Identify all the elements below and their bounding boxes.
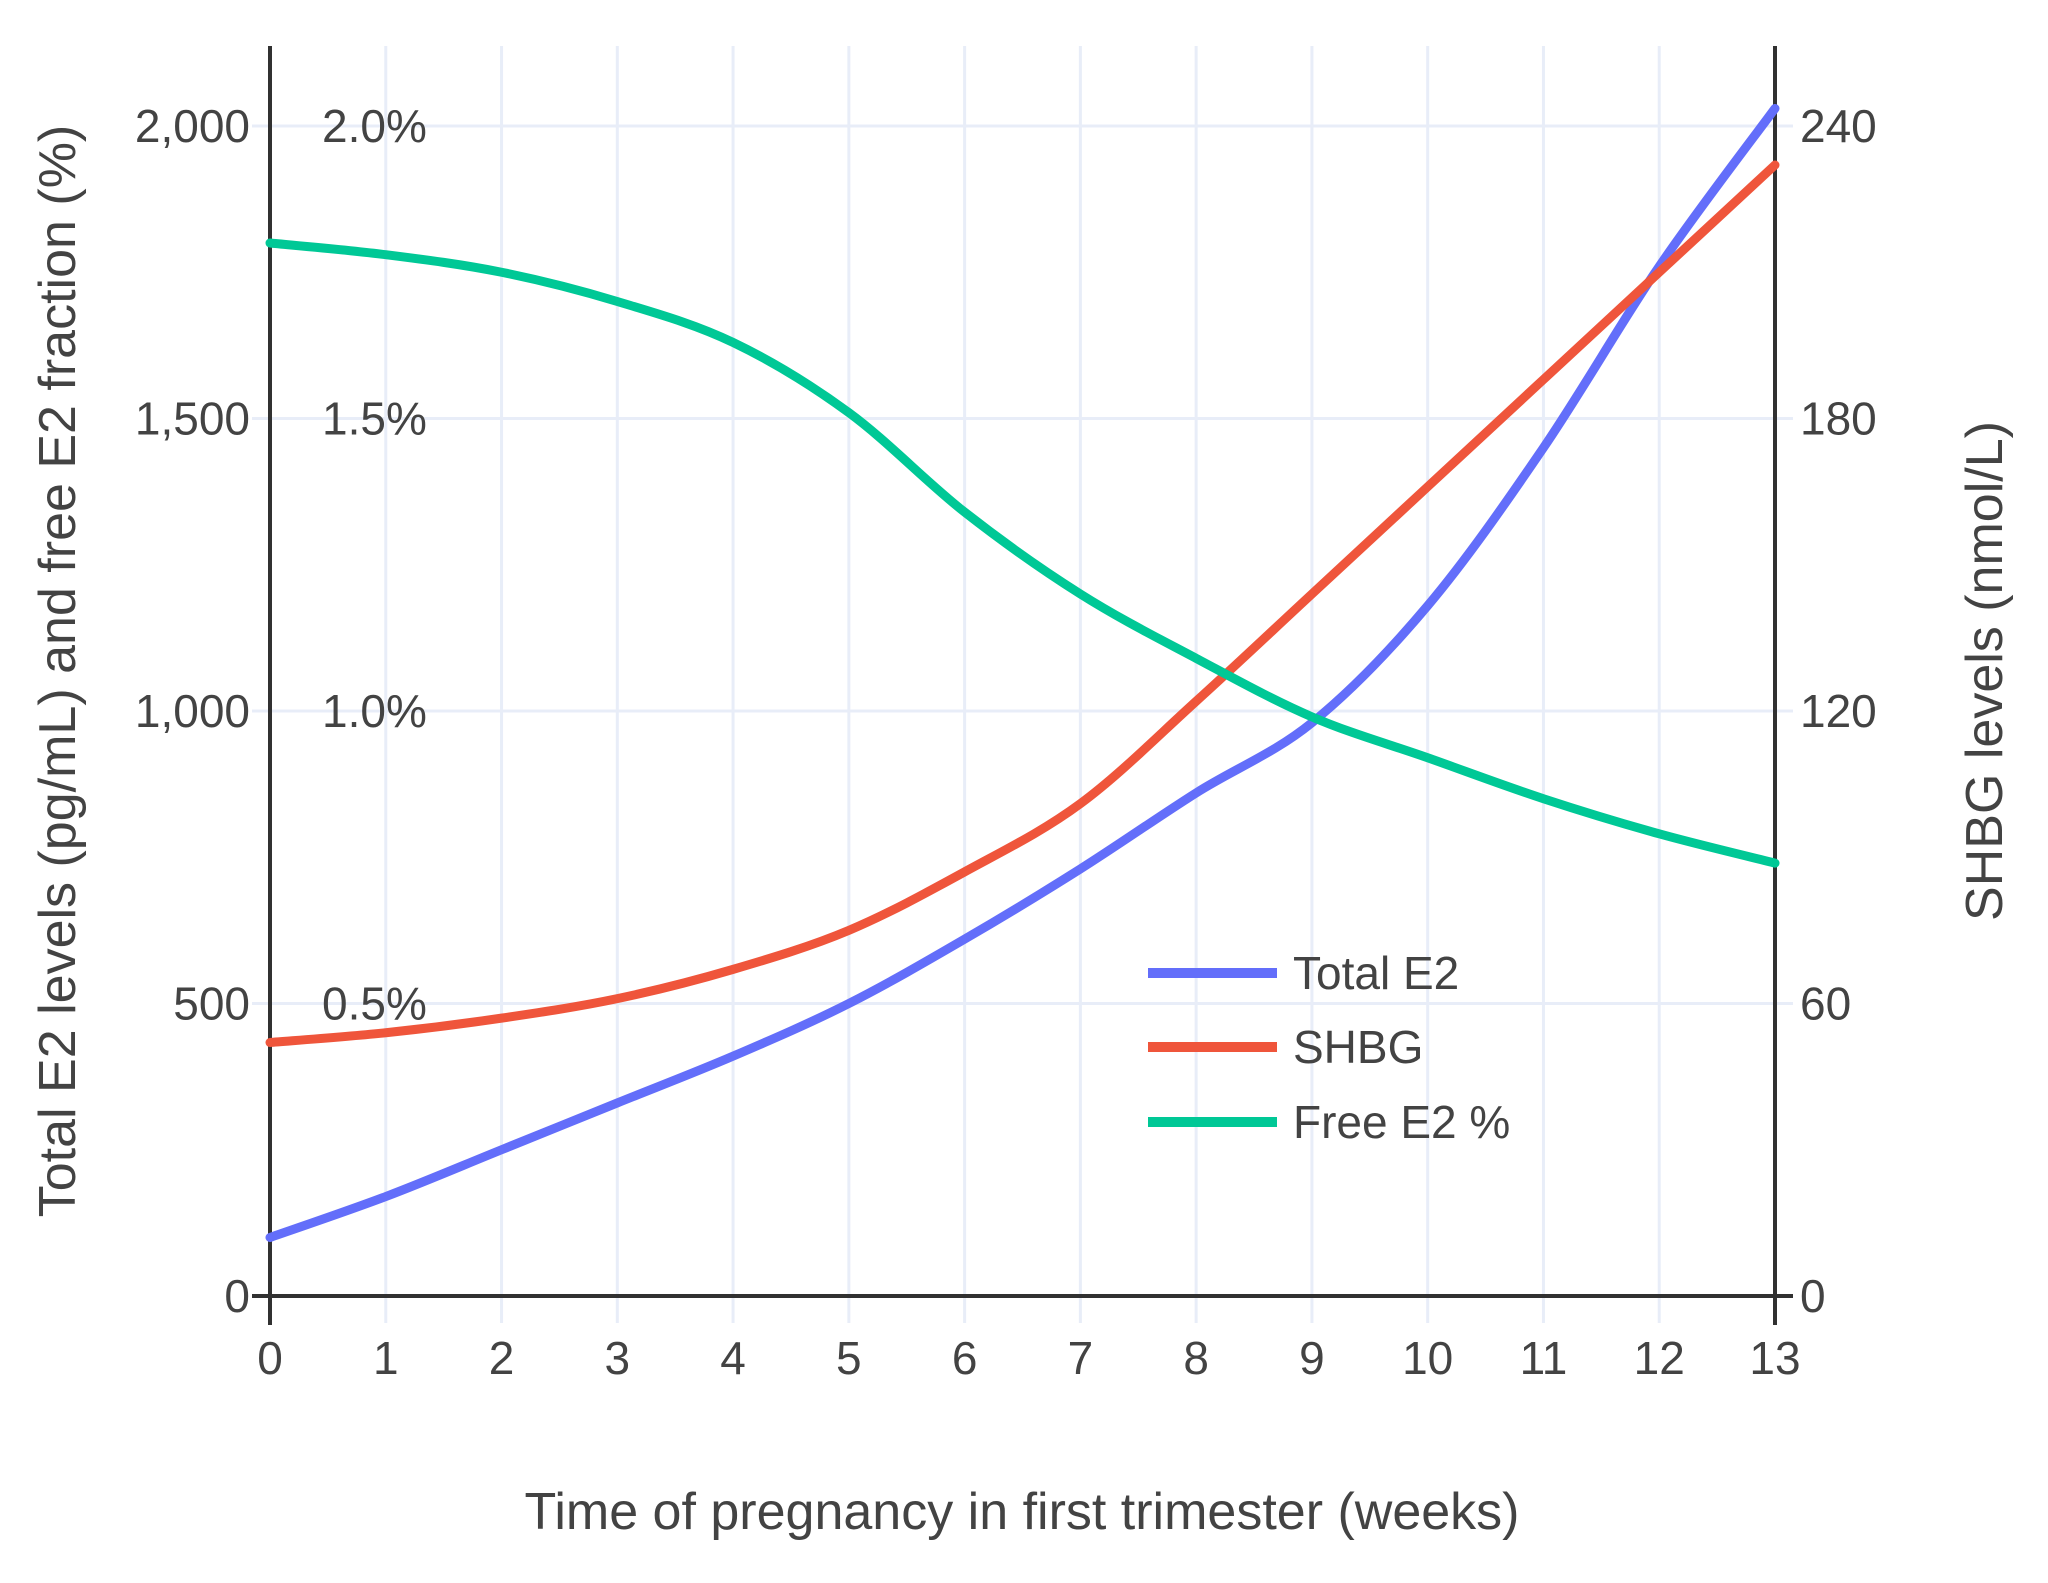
legend-label-free-e2: Free E2 % xyxy=(1293,1096,1510,1148)
right-y-axis-title: SHBG levels (nmol/L) xyxy=(1956,421,2014,921)
x-tick-label: 2 xyxy=(489,1332,515,1384)
series-line-free-e2 xyxy=(265,238,1780,868)
x-tick-label: 5 xyxy=(836,1332,862,1384)
right-tick-label: 240 xyxy=(1800,100,1877,152)
gridlines xyxy=(252,46,1793,1323)
series-line-total-e2 xyxy=(265,103,1780,1242)
left-y-axis-title: Total E2 levels (pg/mL) and free E2 frac… xyxy=(29,125,87,1217)
x-tick-label: 13 xyxy=(1749,1332,1800,1384)
legend-label-total-e2: Total E2 xyxy=(1293,947,1459,999)
percent-annotation: 1.0% xyxy=(322,685,427,737)
left-tick-label: 1,500 xyxy=(135,393,250,445)
series-line-shbg xyxy=(265,160,1780,1047)
left-tick-label: 1,000 xyxy=(135,685,250,737)
x-tick-label: 8 xyxy=(1183,1332,1209,1384)
x-tick-label: 12 xyxy=(1634,1332,1685,1384)
x-tick-label: 4 xyxy=(720,1332,746,1384)
x-tick-label: 3 xyxy=(605,1332,631,1384)
left-tick-label: 500 xyxy=(173,978,250,1030)
legend-item-shbg: SHBG xyxy=(1148,1021,1423,1073)
x-tick-label: 9 xyxy=(1299,1332,1325,1384)
tick-labels: 2,0001,5001,00050002.0%1.5%1.0%0.5%24018… xyxy=(135,100,1877,1384)
right-tick-label: 180 xyxy=(1800,393,1877,445)
x-axis-title: Time of pregnancy in first trimester (we… xyxy=(524,1483,1519,1541)
percent-annotation: 1.5% xyxy=(322,393,427,445)
x-tick-label: 6 xyxy=(952,1332,978,1384)
x-tick-label: 0 xyxy=(257,1332,283,1384)
left-tick-label: 2,000 xyxy=(135,100,250,152)
series-lines xyxy=(265,103,1780,1242)
legend-label-shbg: SHBG xyxy=(1293,1021,1423,1073)
x-tick-label: 10 xyxy=(1402,1332,1453,1384)
legend-item-free-e2: Free E2 % xyxy=(1148,1096,1510,1148)
right-tick-label: 120 xyxy=(1800,685,1877,737)
right-tick-label: 60 xyxy=(1800,978,1851,1030)
right-tick-label: 0 xyxy=(1800,1270,1826,1322)
legend-item-total-e2: Total E2 xyxy=(1148,947,1459,999)
x-tick-label: 1 xyxy=(373,1332,399,1384)
x-tick-label: 7 xyxy=(1068,1332,1094,1384)
percent-annotation: 2.0% xyxy=(322,100,427,152)
percent-annotation: 0.5% xyxy=(322,978,427,1030)
legend: Total E2 SHBG Free E2 % xyxy=(1148,947,1510,1148)
axis-lines xyxy=(252,46,1793,1325)
x-tick-label: 11 xyxy=(1520,1332,1568,1384)
left-tick-label: 0 xyxy=(224,1270,250,1322)
